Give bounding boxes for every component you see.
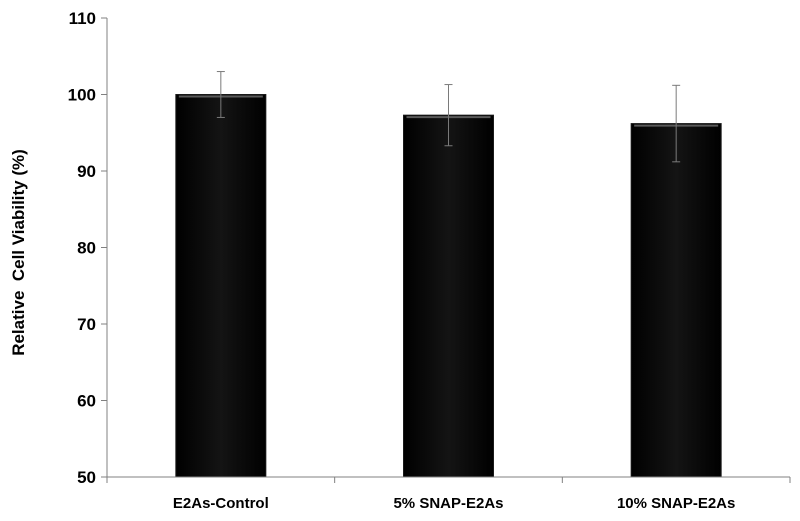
x-category-label: E2As-Control bbox=[173, 495, 269, 512]
y-tick-label: 110 bbox=[69, 9, 96, 28]
y-axis-title: Relative Cell Viability (%) bbox=[9, 149, 28, 356]
bar bbox=[630, 123, 722, 478]
y-tick-label: 50 bbox=[77, 468, 96, 487]
y-ticks-layer: 50 60 70 80 90 100 110 bbox=[68, 9, 107, 487]
y-tick-label: 100 bbox=[68, 86, 96, 105]
bars-layer bbox=[175, 94, 722, 478]
error-bars-layer bbox=[216, 71, 681, 163]
y-tick-label: 70 bbox=[77, 315, 96, 334]
x-ticks-layer: E2As-Control 5% SNAP-E2As 10% SNAP-E2As bbox=[106, 477, 791, 512]
y-tick-label: 90 bbox=[77, 162, 96, 181]
bar bbox=[403, 114, 494, 478]
y-tick-label: 80 bbox=[77, 239, 96, 258]
x-category-label: 5% SNAP-E2As bbox=[393, 495, 503, 512]
x-category-label: 10% SNAP-E2As bbox=[617, 495, 735, 512]
y-tick-label: 60 bbox=[77, 392, 96, 411]
bar bbox=[175, 94, 267, 478]
